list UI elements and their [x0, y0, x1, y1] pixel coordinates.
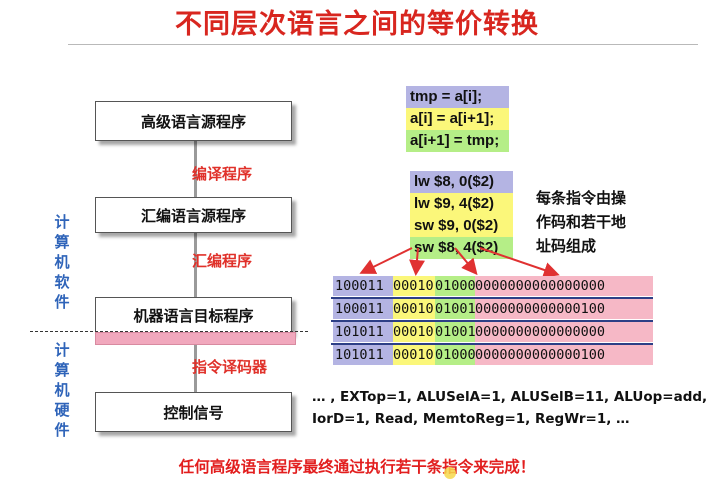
- title-divider: [68, 44, 698, 45]
- row-separator: [331, 343, 653, 345]
- rs-field: 00010: [393, 276, 435, 296]
- label-instruction-decoder: 指令译码器: [192, 358, 268, 376]
- rs-field: 00010: [393, 345, 435, 365]
- rs-field: 00010: [393, 322, 435, 342]
- machine-code-band: [95, 332, 296, 345]
- opcode-field: 100011: [333, 276, 393, 296]
- instruction-format-description: 每条指令由操 作码和若干地 址码组成: [536, 186, 676, 258]
- rt-field: 01000: [435, 345, 476, 365]
- arrow-to-immediate: [479, 247, 560, 278]
- description-line: 作码和若干地: [536, 213, 627, 231]
- asm-code-line: lw $8, 0($2): [410, 171, 513, 193]
- immediate-field: 0000000000000100: [475, 299, 653, 319]
- asm-code-line: sw $9, 0($2): [410, 215, 513, 237]
- rt-field: 01001: [435, 299, 476, 319]
- machine-code-row: 101011 00010 01000 0000000000000100: [333, 345, 653, 365]
- description-line: 址码组成: [536, 237, 597, 255]
- machine-code-row: 100011 00010 01001 0000000000000100: [333, 299, 653, 319]
- immediate-field: 0000000000000000: [475, 276, 653, 296]
- opcode-field: 101011: [333, 345, 393, 365]
- row-separator: [331, 320, 653, 322]
- flow-box-assembly-source: 汇编语言源程序: [95, 197, 292, 233]
- hl-code-line: a[i+1] = tmp;: [406, 130, 509, 152]
- control-signals-line: IorD=1, Read, MemtoReg=1, RegWr=1, …: [312, 411, 630, 427]
- rt-field: 01001: [435, 322, 476, 342]
- machine-code-row: 101011 00010 01001 0000000000000000: [333, 322, 653, 342]
- flow-box-high-level-source: 高级语言源程序: [95, 101, 292, 141]
- machine-code-row: 100011 00010 01000 0000000000000000: [333, 276, 653, 296]
- arrow-to-rt: [454, 247, 478, 276]
- asm-code-line: lw $9, 4($2): [410, 193, 513, 215]
- opcode-field: 100011: [333, 299, 393, 319]
- asm-code-line: sw $8, 4($2): [410, 237, 513, 259]
- side-label-hardware: 计算机硬件: [54, 341, 70, 439]
- software-hardware-divider: [30, 331, 308, 332]
- flow-box-control-signals: 控制信号: [95, 392, 292, 432]
- immediate-field: 0000000000000000: [475, 322, 653, 342]
- row-separator: [331, 297, 653, 299]
- arrow-to-opcode: [359, 247, 413, 274]
- hl-code-line: a[i] = a[i+1];: [406, 108, 509, 130]
- field-arrows: [359, 247, 560, 278]
- control-signals-line: … , EXTop=1, ALUSelA=1, ALUSelB=11, ALUo…: [312, 389, 708, 405]
- flow-connector-2: [194, 230, 197, 298]
- description-line: 每条指令由操: [536, 189, 627, 207]
- arrow-to-rs: [409, 247, 425, 276]
- immediate-field: 0000000000000100: [475, 345, 653, 365]
- flow-connector-1: [194, 140, 197, 198]
- rs-field: 00010: [393, 299, 435, 319]
- label-assembler: 汇编程序: [192, 252, 253, 270]
- side-label-software: 计算机软件: [54, 213, 70, 311]
- label-compiler: 编译程序: [192, 165, 253, 183]
- control-signals-text: … , EXTop=1, ALUSelA=1, ALUSelB=11, ALUo…: [312, 386, 712, 430]
- opcode-field: 101011: [333, 322, 393, 342]
- hl-code-line: tmp = a[i];: [406, 86, 509, 108]
- rt-field: 01000: [435, 276, 476, 296]
- flow-connector-3: [194, 343, 197, 393]
- conclusion-text: 任何高级语言程序最终通过执行若干条指令来完成！: [178, 458, 536, 476]
- pointer-highlight-icon: [444, 467, 456, 479]
- flow-box-machine-object: 机器语言目标程序: [95, 297, 292, 334]
- page-title: 不同层次语言之间的等价转换: [175, 9, 539, 40]
